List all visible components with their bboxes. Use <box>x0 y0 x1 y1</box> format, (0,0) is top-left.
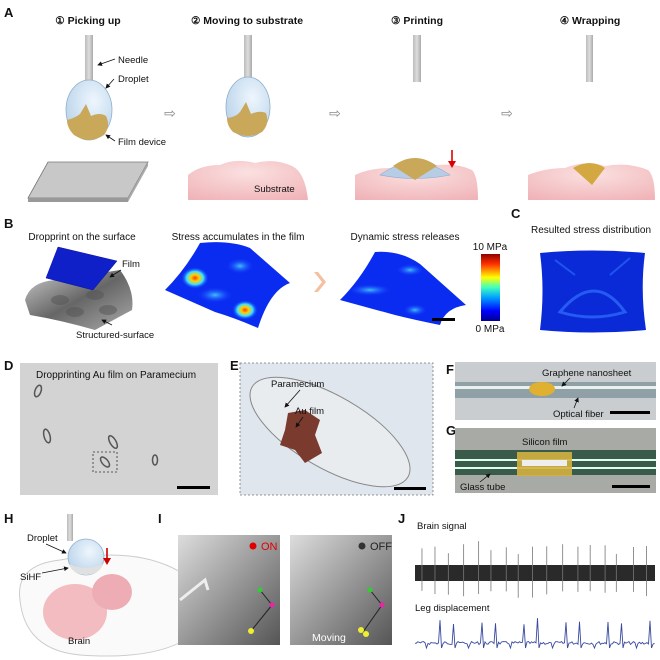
mouse-photo-off <box>290 535 392 645</box>
brain-signal-trace <box>415 541 655 598</box>
panel-label-g: G <box>446 423 456 438</box>
d-title: Dropprinting Au film on Paramecium <box>36 370 196 381</box>
colorbar-min: 0 MPa <box>476 324 505 335</box>
colorbar-max: 10 MPa <box>473 242 508 253</box>
b-title-3: Dynamic stress releases <box>351 232 460 243</box>
micrograph-d <box>20 363 218 495</box>
panel-label-c: C <box>511 206 521 221</box>
paramecium <box>249 376 411 488</box>
needle-icon <box>413 35 421 82</box>
panel-label-f: F <box>446 362 454 377</box>
optical-fiber <box>455 382 656 398</box>
sihf-label: SiHF <box>20 572 41 583</box>
scale-bar <box>177 486 210 489</box>
brain <box>43 574 132 640</box>
scale-bar <box>610 411 650 414</box>
off-label: OFF <box>370 541 392 553</box>
stress-map-released <box>340 251 466 325</box>
structured-surface <box>25 270 133 330</box>
step-4-title: ④ Wrapping <box>560 15 621 27</box>
needle-icon <box>586 35 593 82</box>
on-label: ON <box>261 541 278 553</box>
film <box>45 246 118 291</box>
sihf-film <box>69 564 103 575</box>
brain-signal-label: Brain signal <box>417 521 467 532</box>
leg-displacement-label: Leg displacement <box>415 603 490 614</box>
wrapped-film <box>573 163 605 185</box>
film-device-label: Film device <box>118 137 166 148</box>
leg-displacement-trace <box>414 618 655 650</box>
film-label: Film <box>122 259 140 270</box>
b-title-2: Stress accumulates in the film <box>172 232 305 243</box>
stress-map-accumulated <box>165 242 290 328</box>
scale-bar <box>432 318 455 321</box>
droplet-label: Droplet <box>27 533 58 544</box>
panel-label-i: I <box>158 511 162 526</box>
substrate-label: Substrate <box>254 184 295 195</box>
film-device <box>393 158 437 180</box>
droplet-with-film <box>225 76 271 138</box>
chevron-right-icon <box>314 272 326 292</box>
needle-icon <box>244 35 252 82</box>
au-film-label: Au film <box>295 406 324 417</box>
optical-fiber-label: Optical fiber <box>553 409 604 420</box>
flat-plate <box>27 161 149 199</box>
droplet-label: Droplet <box>118 74 149 85</box>
substrate <box>188 160 308 200</box>
panel-label-a: A <box>4 5 14 20</box>
paramecium-label: Paramecium <box>271 379 324 390</box>
scale-bar <box>612 485 650 488</box>
brain-signal-band <box>415 565 655 581</box>
graphene-label: Graphene nanosheet <box>542 368 632 379</box>
structured-surface-label: Structured-surface <box>76 330 154 341</box>
b-title-1: Dropprint on the surface <box>28 232 136 243</box>
brain-label: Brain <box>68 636 90 647</box>
needle-icon <box>85 35 93 82</box>
arrow-icon: ⇨ <box>164 105 176 121</box>
scale-bar <box>394 487 426 490</box>
arrow-icon: ⇨ <box>329 105 341 121</box>
zoom-region-box <box>92 451 118 473</box>
panel-label-b: B <box>4 216 13 231</box>
step-1-title: ① Picking up <box>55 15 120 27</box>
panel-label-j: J <box>398 511 405 526</box>
silicon-film-label: Silicon film <box>522 437 567 448</box>
graphene-nanosheet <box>529 382 555 396</box>
droplet-with-film <box>65 79 113 141</box>
arrow-icon: ⇨ <box>501 105 513 121</box>
needle-label: Needle <box>118 55 148 66</box>
stress-map-result <box>540 250 646 333</box>
paramecium-cells <box>33 384 159 468</box>
step-3-title: ③ Printing <box>391 15 443 27</box>
au-film <box>280 410 322 463</box>
step-2-title: ② Moving to substrate <box>191 15 303 27</box>
c-title: Resulted stress distribution <box>531 225 651 236</box>
glass-tube-label: Glass tube <box>460 482 505 493</box>
panel-label-d: D <box>4 358 13 373</box>
needle-icon <box>67 514 73 541</box>
mouse-photo-on <box>178 535 280 645</box>
panel-label-e: E <box>230 358 239 373</box>
moving-label: Moving <box>312 632 346 644</box>
panel-label-h: H <box>4 511 13 526</box>
colorbar <box>481 254 500 321</box>
